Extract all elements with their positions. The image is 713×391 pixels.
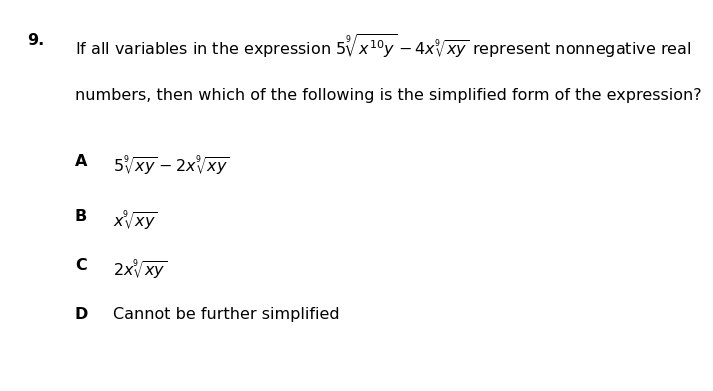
Text: If all variables in the expression $5\sqrt[9]{x^{10}y} - 4x\sqrt[9]{xy}$ represe: If all variables in the expression $5\sq… bbox=[75, 33, 691, 61]
Text: C: C bbox=[75, 258, 86, 273]
Text: 9.: 9. bbox=[27, 33, 44, 48]
Text: B: B bbox=[75, 209, 87, 224]
Text: numbers, then which of the following is the simplified form of the expression?: numbers, then which of the following is … bbox=[75, 88, 702, 103]
Text: $2x\sqrt[9]{xy}$: $2x\sqrt[9]{xy}$ bbox=[113, 258, 167, 281]
Text: $x\sqrt[9]{xy}$: $x\sqrt[9]{xy}$ bbox=[113, 209, 158, 232]
Text: $5\sqrt[9]{xy} - 2x\sqrt[9]{xy}$: $5\sqrt[9]{xy} - 2x\sqrt[9]{xy}$ bbox=[113, 154, 230, 178]
Text: Cannot be further simplified: Cannot be further simplified bbox=[113, 307, 339, 322]
Text: A: A bbox=[75, 154, 87, 169]
Text: D: D bbox=[75, 307, 88, 322]
